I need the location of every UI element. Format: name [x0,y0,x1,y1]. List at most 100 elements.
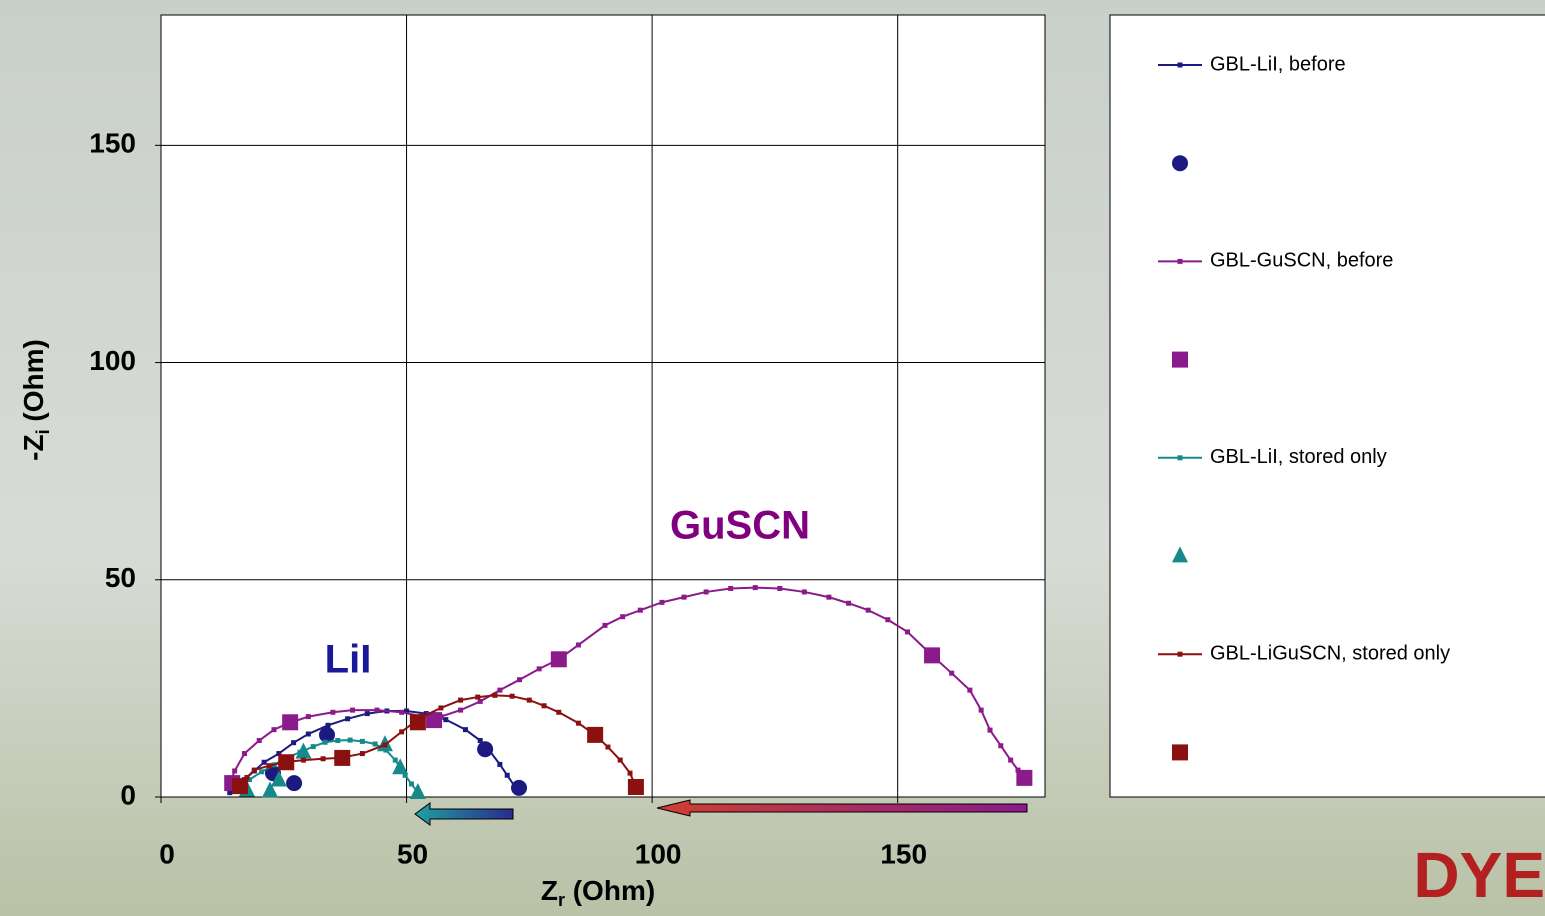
point [526,697,532,703]
point [305,714,311,720]
marker [392,758,409,775]
point [728,585,734,591]
marker [924,647,941,664]
legend-marker [1172,546,1188,563]
point [462,727,468,733]
legend-label: GBL-LiI, before [1210,53,1346,75]
point [752,585,758,591]
point [438,705,444,711]
marker [232,778,249,795]
x-tick-label: 150 [880,838,927,869]
marker [426,712,443,729]
point [978,707,984,713]
point [602,622,608,628]
legend-marker [1172,351,1188,368]
marker [409,714,426,731]
point [826,594,832,600]
point [967,687,973,693]
y-tick-label: 100 [89,345,136,376]
legend-marker [1172,744,1188,761]
point [443,717,449,723]
point [536,666,542,672]
marker [409,783,426,800]
point [1008,757,1014,763]
legend-marker [1177,62,1183,68]
point [575,642,581,648]
point [509,693,515,699]
marker [511,779,528,796]
marker [550,651,567,668]
legend-marker [1177,651,1183,657]
point [320,756,326,762]
logo: DYE [1413,839,1545,911]
point [949,670,955,676]
point [271,727,277,733]
point [291,740,297,746]
point [904,629,910,635]
y-axis-label: -Zi (Ohm) [18,339,52,461]
point [556,709,562,715]
marker [262,781,279,798]
y-tick-label: 0 [120,779,136,810]
marker [278,754,295,771]
point [620,614,626,620]
point [251,767,257,773]
series-line [228,586,1026,785]
point [325,722,331,728]
x-tick-label: 100 [635,838,682,869]
point [458,697,464,703]
point [659,599,665,605]
marker [334,749,351,766]
point [541,703,547,709]
point [517,677,523,683]
point [865,607,871,613]
point [382,742,388,748]
point [232,768,238,774]
marker [282,714,299,731]
point [885,617,891,623]
point [345,716,351,722]
point [801,589,807,595]
point [477,738,483,744]
point [350,707,356,713]
point [987,727,993,733]
y-tick-label: 150 [89,128,136,159]
point [477,698,483,704]
point [399,709,405,715]
marker [318,726,335,743]
legend-label: GBL-LiGuSCN, stored only [1210,642,1450,664]
point [372,741,378,747]
point [310,744,316,750]
point [617,757,623,763]
point [777,585,783,591]
point [359,751,365,757]
point [322,739,328,745]
plot-area [160,14,1046,798]
arrow [656,799,1028,817]
point [637,607,643,613]
point [575,720,581,726]
point [492,692,498,698]
point [605,744,611,750]
marker [286,775,303,792]
legend-marker [1172,155,1188,172]
point [364,711,370,717]
point [241,751,247,757]
legend-box [1109,14,1545,798]
marker [627,779,644,796]
legend-marker [1177,455,1183,461]
point [998,743,1004,749]
point [330,709,336,715]
point [305,731,311,737]
point [404,708,410,714]
point [846,600,852,606]
point [374,707,380,713]
marker [587,726,604,743]
point [681,594,687,600]
x-tick-label: 0 [159,838,175,869]
point [256,738,262,744]
point [402,772,408,778]
point [627,770,633,776]
point [497,761,503,767]
